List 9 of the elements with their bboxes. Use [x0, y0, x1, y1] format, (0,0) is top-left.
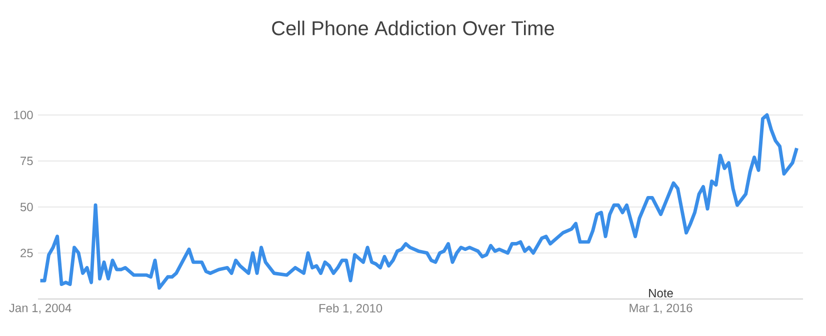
chart-title: Cell Phone Addiction Over Time — [272, 20, 554, 36]
x-tick-label: Jan 1, 2004 — [9, 304, 72, 314]
y-tick-label: 25 — [20, 248, 33, 258]
y-tick-label: 50 — [20, 202, 33, 212]
annotation: Note — [649, 289, 673, 298]
x-tick-label: Feb 1, 2010 — [319, 304, 382, 314]
y-tick-label: 75 — [20, 156, 33, 166]
y-tick-label: 100 — [14, 110, 33, 120]
x-tick-label: Mar 1, 2016 — [630, 304, 692, 314]
